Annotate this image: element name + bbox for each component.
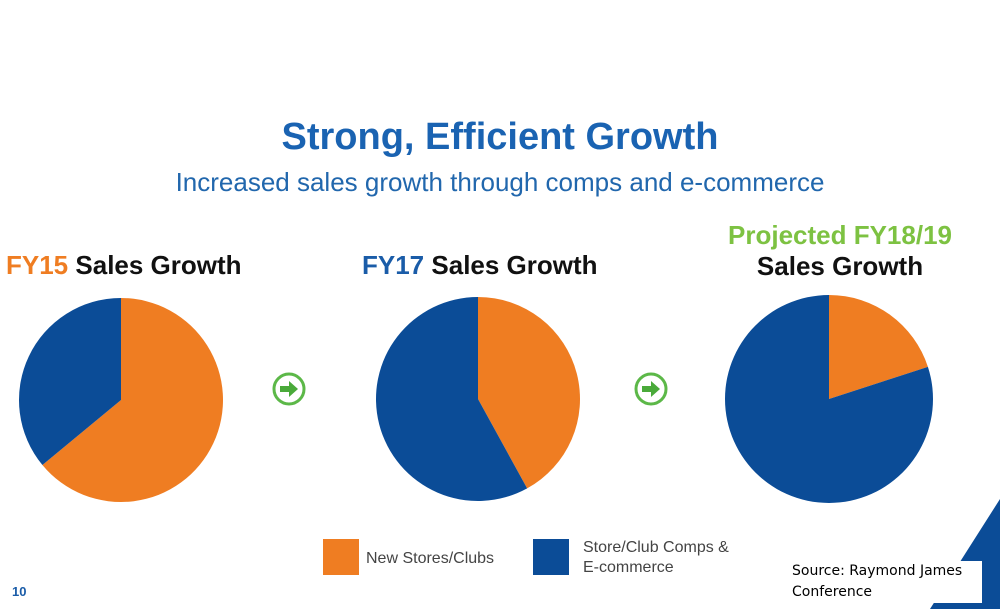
chart-title-text: Sales Growth bbox=[431, 250, 598, 280]
slide-title: Strong, Efficient Growth bbox=[281, 116, 719, 158]
chart-title-text: Sales Growth bbox=[75, 250, 242, 280]
pie-slice-comps bbox=[725, 295, 933, 503]
chart-title-fy15: FY15 Sales Growth bbox=[6, 250, 242, 281]
pie-slice-new-stores bbox=[829, 295, 928, 399]
slide-subtitle: Increased sales growth through comps and… bbox=[175, 167, 825, 197]
chart-title-year: FY17 bbox=[362, 250, 425, 280]
pie-slice-comps bbox=[376, 297, 528, 501]
chart-title-projected: Projected FY18/19 Sales Growth bbox=[720, 220, 960, 282]
chart-title-fy17: FY17 Sales Growth bbox=[362, 250, 598, 281]
legend-label-comps: Store/Club Comps & E-commerce bbox=[583, 539, 729, 576]
chart-title-year: Projected FY18/19 bbox=[728, 220, 952, 250]
source-note: Source: Raymond James Conference bbox=[788, 561, 982, 603]
pie-slice-comps bbox=[19, 298, 121, 466]
legend-swatch-comps bbox=[533, 539, 569, 575]
legend-swatch-new-stores bbox=[323, 539, 359, 575]
pie-chart-fy15 bbox=[19, 298, 224, 502]
chart-title-text: Sales Growth bbox=[756, 251, 924, 281]
pie-chart-fy17 bbox=[376, 297, 580, 501]
legend-label-new-stores: New Stores/Clubs bbox=[366, 550, 495, 567]
right-arrow-circle-icon bbox=[634, 372, 668, 406]
right-arrow-circle-icon bbox=[272, 372, 306, 406]
pie-slice-new-stores bbox=[42, 298, 224, 502]
chart-title-year: FY15 bbox=[6, 250, 69, 280]
pie-slice-new-stores bbox=[478, 297, 580, 489]
pie-chart-projected bbox=[725, 295, 933, 503]
page-number: 10 bbox=[12, 584, 27, 599]
